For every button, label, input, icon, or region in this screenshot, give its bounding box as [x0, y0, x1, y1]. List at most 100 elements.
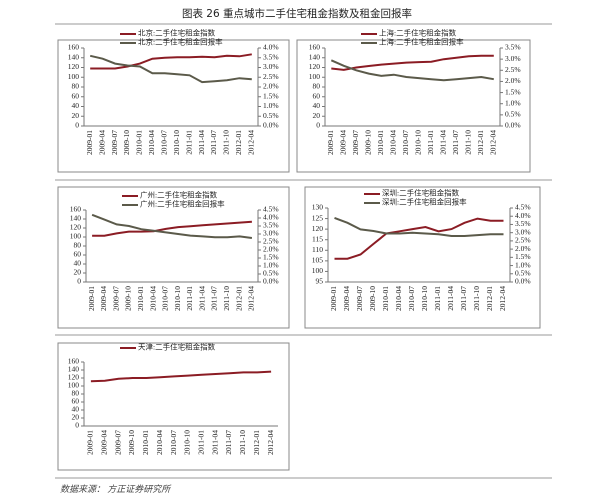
x-tick-label: 2010-01 [381, 286, 390, 311]
y2-tick-label: 3.5% [263, 221, 279, 230]
y2-tick-label: 1.5% [505, 87, 521, 96]
y-tick-label: 160 [68, 43, 80, 52]
y2-tick-label: 2.5% [515, 236, 531, 245]
y2-tick-label: 1.0% [505, 98, 521, 107]
legend-label: 北京:二手住宅租金指数 [138, 28, 216, 38]
x-tick-label: 2009-10 [363, 130, 372, 155]
x-tick-label: 2012-01 [476, 130, 485, 155]
y2-tick-label: 0.0% [505, 121, 521, 130]
x-tick-label: 2011-04 [438, 130, 447, 155]
x-tick-label: 2011-04 [446, 286, 455, 311]
y2-tick-label: 3.5% [505, 43, 521, 52]
x-tick-label: 2010-07 [401, 130, 410, 155]
y-tick-label: 40 [74, 259, 82, 268]
x-tick-label: 2009-01 [86, 430, 95, 455]
x-tick-label: 2011-10 [472, 286, 481, 311]
x-tick-label: 2009-01 [85, 130, 94, 155]
figure-title: 图表 26 重点城市二手住宅租金指数及租金回报率 [182, 7, 412, 20]
x-tick-label: 2009-01 [326, 130, 335, 155]
x-tick-label: 2011-01 [184, 130, 193, 155]
y-tick-label: 0 [75, 421, 79, 430]
y-tick-label: 40 [72, 101, 80, 110]
y2-tick-label: 4.0% [263, 213, 279, 222]
x-tick-label: 2011-04 [210, 430, 219, 455]
y2-tick-label: 1.0% [263, 101, 279, 110]
y2-tick-label: 0.0% [263, 277, 279, 286]
legend-label: 天津:二手住宅租金指数 [138, 342, 216, 352]
y2-tick-label: 2.5% [263, 237, 279, 246]
y-tick-label: 120 [312, 224, 324, 233]
x-tick-label: 2011-01 [185, 286, 194, 311]
x-tick-label: 2011-10 [222, 286, 231, 311]
series-line [89, 54, 252, 84]
y2-tick-label: 2.0% [263, 245, 279, 254]
y2-tick-label: 2.5% [505, 65, 521, 74]
series-line [91, 213, 253, 239]
x-tick-label: 2010-10 [183, 430, 192, 455]
legend-label: 北京:二手住宅租金回报率 [138, 37, 223, 47]
y-tick-label: 140 [68, 365, 80, 374]
x-tick-label: 2011-10 [463, 130, 472, 155]
y-tick-label: 140 [70, 214, 82, 223]
y2-tick-label: 0.5% [263, 269, 279, 278]
y-tick-label: 160 [309, 43, 321, 52]
x-tick-label: 2010-01 [141, 430, 150, 455]
x-tick-label: 2010-04 [155, 430, 164, 455]
y2-tick-label: 0.5% [263, 111, 279, 120]
y-tick-label: 115 [312, 234, 323, 243]
x-tick-label: 2010-07 [160, 130, 169, 155]
y2-tick-label: 4.0% [263, 43, 279, 52]
series-line [330, 59, 494, 82]
source: 数据来源： 方正证券研究所 [60, 484, 172, 494]
x-tick-label: 2009-07 [111, 286, 120, 311]
y-tick-label: 100 [312, 266, 324, 275]
x-tick-label: 2012-01 [252, 430, 261, 455]
chart-frame [304, 186, 541, 329]
y2-tick-label: 2.5% [263, 72, 279, 81]
x-tick-label: 2011-07 [209, 130, 218, 155]
x-tick-label: 2010-07 [161, 286, 170, 311]
x-tick-label: 2012-04 [498, 286, 507, 311]
series-line [334, 217, 504, 260]
x-tick-label: 2009-04 [338, 130, 347, 155]
chart-frame [57, 342, 290, 471]
x-tick-label: 2010-04 [148, 286, 157, 311]
x-tick-label: 2009-04 [342, 286, 351, 311]
y2-tick-label: 3.0% [263, 229, 279, 238]
series-line [334, 216, 504, 237]
y-tick-label: 100 [309, 72, 321, 81]
legend-label: 广州:二手住宅租金指数 [140, 190, 218, 200]
y-tick-label: 140 [68, 52, 80, 61]
y-tick-label: 60 [74, 250, 82, 259]
y-tick-label: 160 [68, 357, 80, 366]
series-line [90, 53, 252, 70]
y-tick-label: 105 [312, 256, 324, 265]
x-tick-label: 2010-10 [173, 286, 182, 311]
y-tick-label: 60 [72, 91, 80, 100]
x-tick-label: 2012-01 [485, 286, 494, 311]
y2-tick-label: 0.5% [515, 268, 531, 277]
y2-tick-label: 2.0% [505, 76, 521, 85]
y-tick-label: 80 [72, 389, 80, 398]
x-tick-label: 2012-01 [234, 130, 243, 155]
y-tick-label: 20 [313, 111, 321, 120]
x-tick-label: 2009-01 [87, 286, 96, 311]
x-tick-label: 2011-01 [197, 430, 206, 455]
y-tick-label: 0 [316, 121, 320, 130]
x-tick-label: 2011-07 [459, 286, 468, 311]
x-tick-label: 2009-07 [113, 430, 122, 455]
y2-tick-label: 1.5% [263, 91, 279, 100]
y-tick-label: 120 [68, 62, 80, 71]
y2-tick-label: 1.5% [263, 253, 279, 262]
y2-tick-label: 4.0% [515, 211, 531, 220]
x-tick-label: 2012-04 [266, 430, 275, 455]
x-tick-label: 2010-07 [169, 430, 178, 455]
x-tick-label: 2011-07 [210, 286, 219, 311]
y-tick-label: 60 [72, 397, 80, 406]
x-tick-label: 2010-10 [413, 130, 422, 155]
y-tick-label: 125 [312, 213, 324, 222]
x-tick-label: 2009-07 [351, 130, 360, 155]
y-tick-label: 120 [309, 62, 321, 71]
y-tick-label: 60 [313, 91, 321, 100]
x-tick-label: 2009-10 [124, 286, 133, 311]
